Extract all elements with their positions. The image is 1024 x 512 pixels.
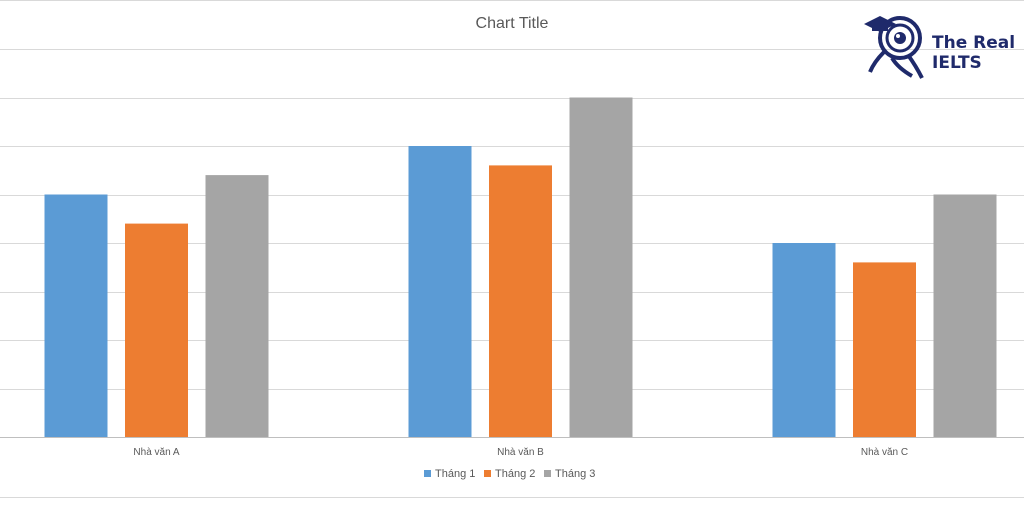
category-label: Nhà văn B: [497, 447, 544, 458]
legend-swatch: [424, 470, 431, 477]
bar-3-1: [772, 243, 836, 437]
bar-1-3: [205, 175, 269, 437]
bars: [44, 97, 997, 437]
legend: Tháng 1 Tháng 2 Tháng 3: [424, 468, 595, 480]
bar-1-2: [125, 223, 188, 437]
chart-title: Chart Title: [476, 15, 549, 32]
bar-3-2: [853, 262, 916, 437]
owl-graduate-icon: [864, 16, 924, 79]
bar-3-3: [933, 194, 997, 437]
category-label: Nhà văn C: [861, 447, 908, 458]
legend-swatch: [544, 470, 551, 477]
category-labels: Nhà văn A Nhà văn B Nhà văn C: [133, 447, 908, 458]
legend-label: Tháng 1: [435, 468, 475, 480]
legend-label: Tháng 2: [495, 468, 535, 480]
logo-text-line1: The Real: [932, 33, 1015, 53]
logo-text-line2: IELTS: [932, 53, 982, 73]
bar-2-2: [489, 165, 552, 437]
category-label: Nhà văn A: [133, 447, 179, 458]
bar-1-1: [44, 194, 108, 437]
legend-swatch: [484, 470, 491, 477]
bar-2-1: [408, 146, 472, 437]
the-real-ielts-logo: The Real IELTS: [864, 16, 1015, 79]
legend-label: Tháng 3: [555, 468, 595, 480]
bar-2-3: [569, 97, 633, 437]
